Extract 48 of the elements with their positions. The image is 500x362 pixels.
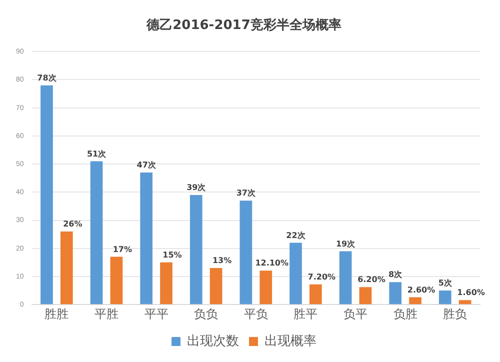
data-label: 17% [112,244,132,254]
data-label: 26% [63,220,82,229]
data-label: 8次 [388,270,404,280]
data-label: 5次 [438,278,453,288]
data-label: 37次 [236,188,256,198]
bar [190,194,202,304]
bar [359,287,372,304]
bar [60,232,73,304]
data-label: 6.20% [358,275,386,284]
bar [40,85,53,304]
x-tick-label: 胜平 [294,306,318,321]
x-tick-label: 平平 [144,306,168,321]
data-label: 19次 [336,239,356,248]
x-tick-label: 负胜 [393,306,418,321]
x-tick-label: 平负 [244,306,268,321]
bar [438,290,452,304]
bar [409,297,422,304]
bar [389,282,402,304]
x-tick-label: 负平 [343,306,368,321]
bar [290,242,302,304]
x-tick-label: 胜负 [443,306,468,321]
data-label: 47次 [136,160,157,170]
legend-label: 出现概率 [264,332,316,349]
data-label: 51次 [86,149,108,158]
data-label: 78次 [37,73,58,82]
bar [140,172,153,304]
bar [110,256,123,304]
data-label: 15% [162,250,182,260]
data-label: 7.20% [308,272,336,282]
legend-label: 出现次数 [187,334,239,349]
chart-title: 德乙2016-2017竞彩半全场概率 [146,17,342,34]
bar [458,300,472,304]
data-label: 22次 [286,230,306,240]
x-tick-label: 平胜 [94,306,118,321]
bar [210,268,222,304]
x-tick-label: 负负 [194,306,218,321]
data-label: 12.10% [255,258,289,268]
bar [339,251,352,304]
data-label: 2.60% [407,285,436,294]
bar [90,161,103,304]
bar [309,284,322,304]
bar [240,200,252,304]
data-label: 39次 [186,183,207,192]
data-label: 13% [212,256,232,266]
data-label: 1.60% [457,288,485,298]
x-tick-label: 胜胜 [44,306,69,321]
bar [260,270,272,304]
bar [160,262,172,304]
